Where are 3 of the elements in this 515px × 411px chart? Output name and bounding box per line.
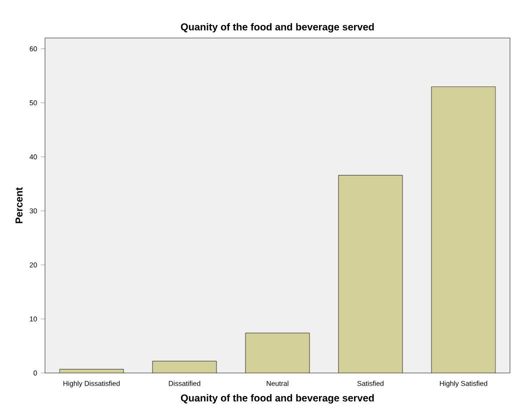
- chart-title: Quanity of the food and beverage served: [180, 23, 374, 32]
- x-axis-title: Quanity of the food and beverage served: [180, 394, 374, 404]
- y-axis-title: Percent: [16, 187, 23, 224]
